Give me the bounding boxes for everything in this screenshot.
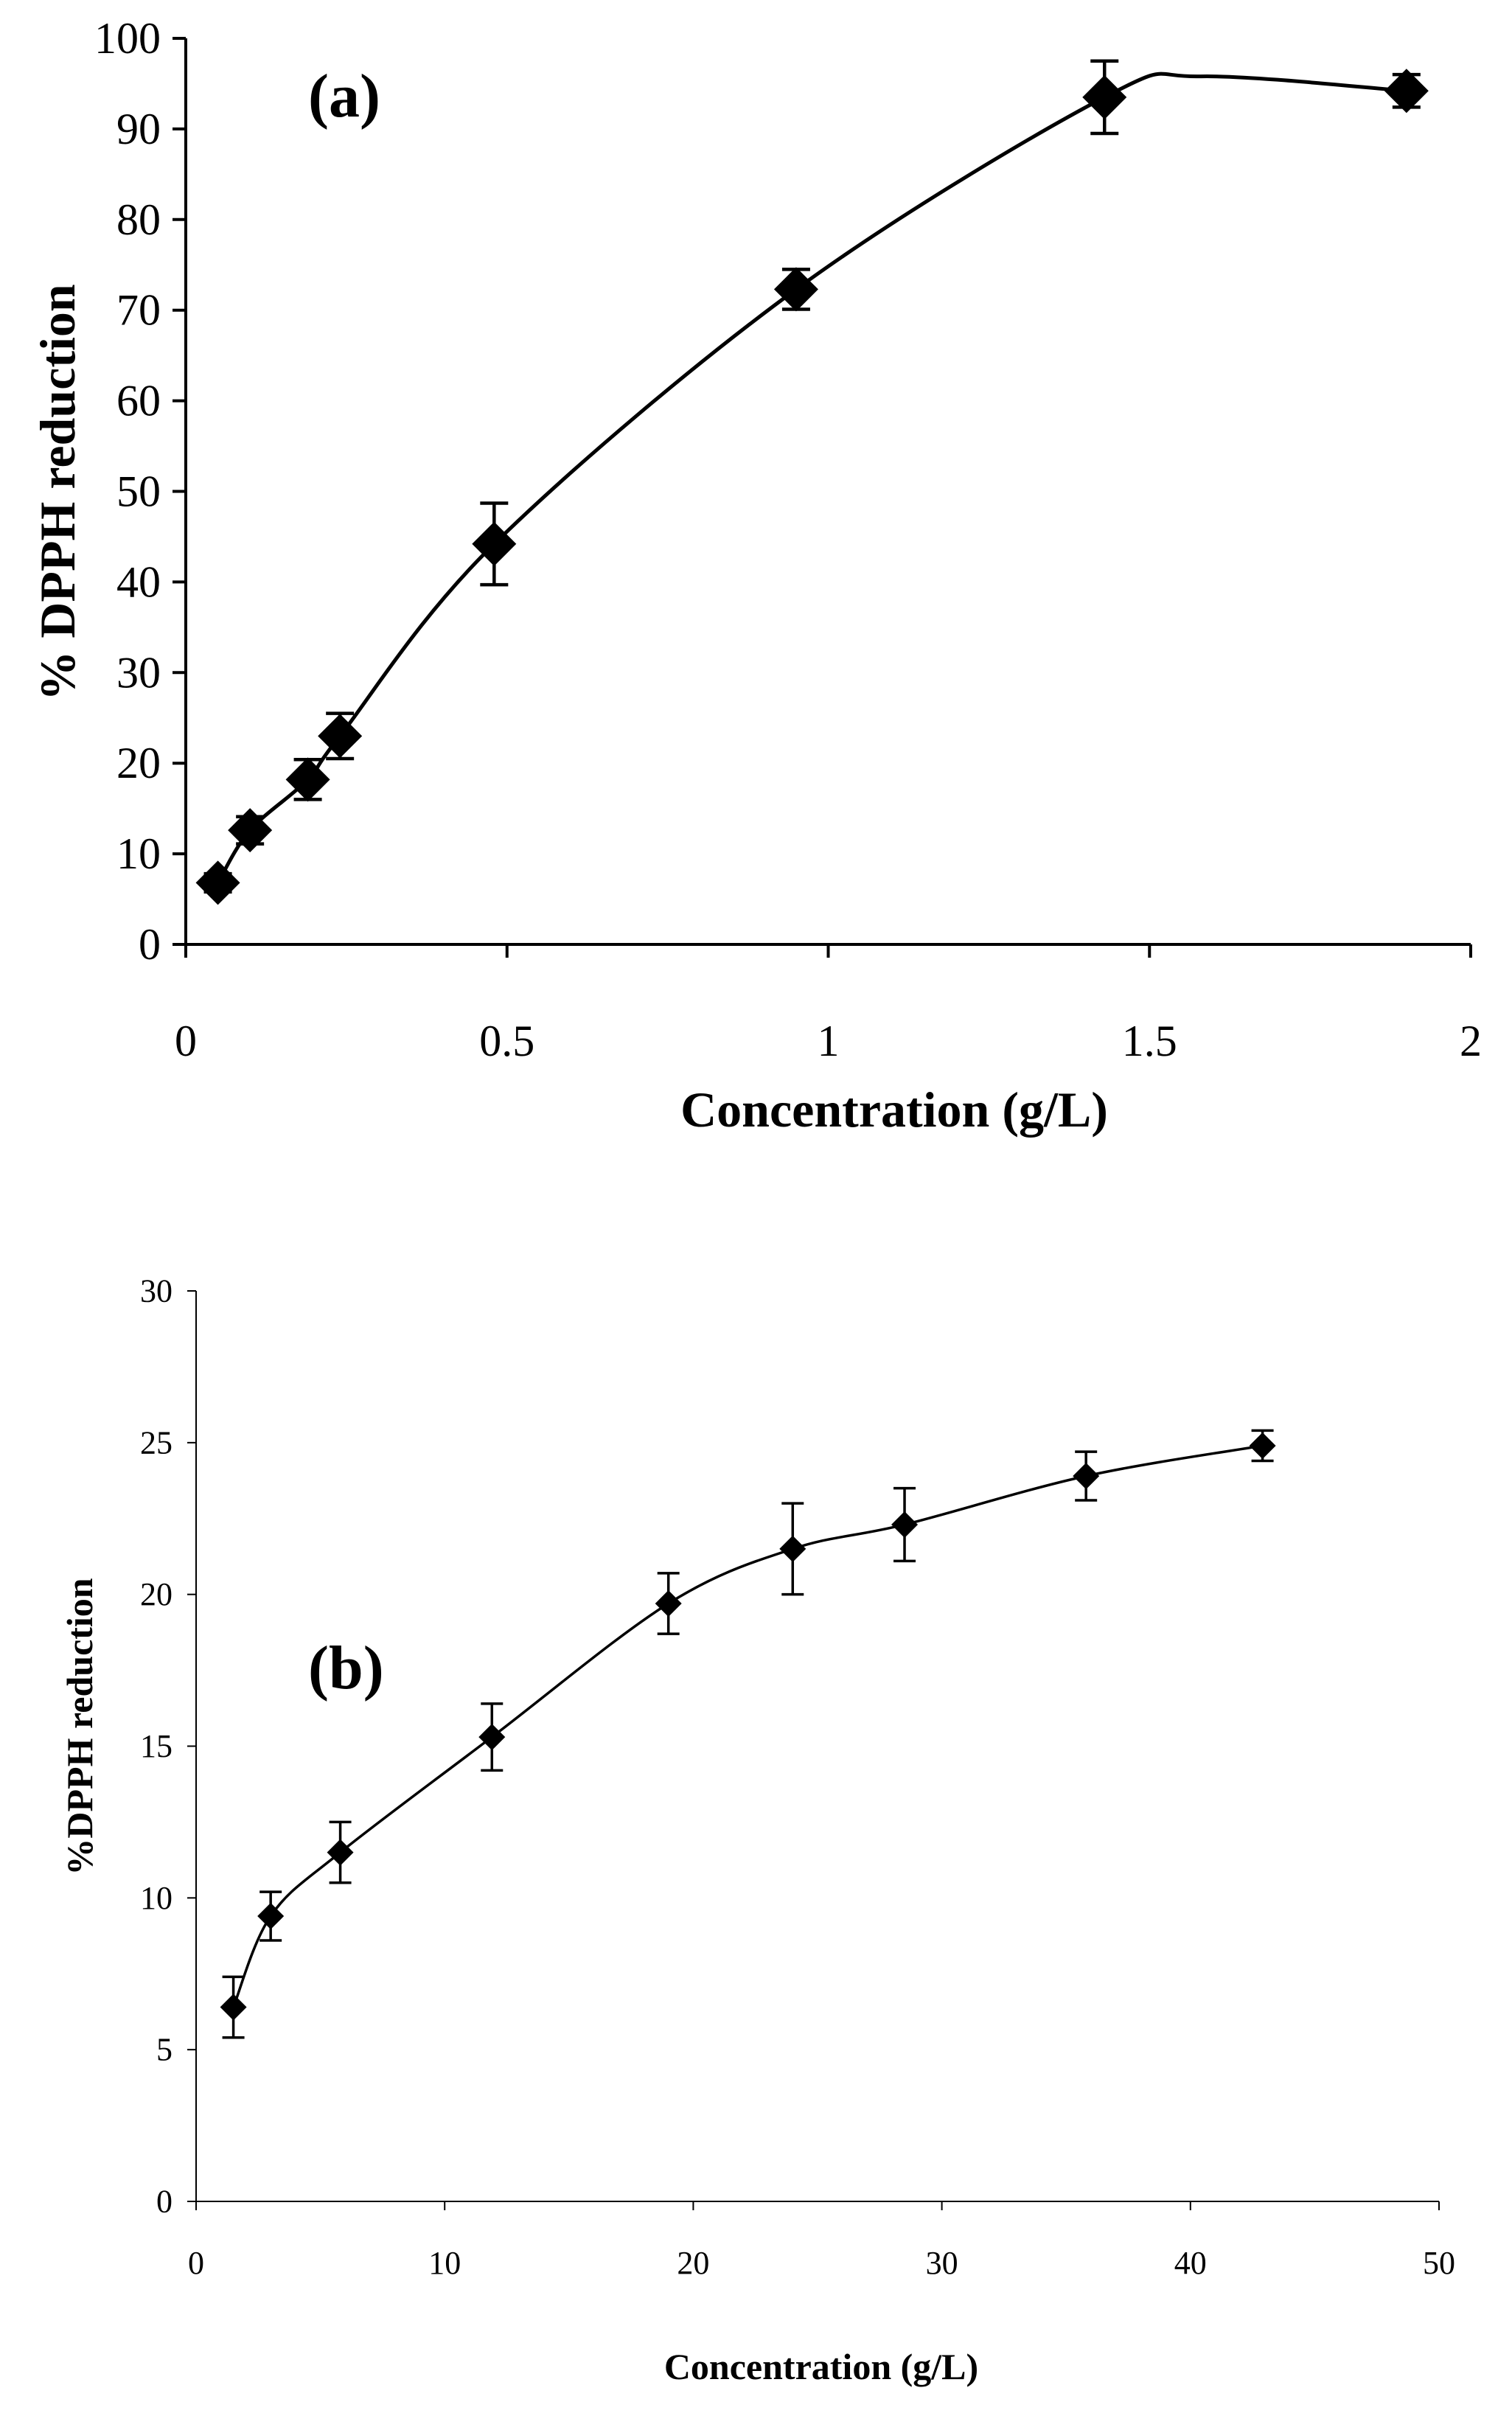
chart-b-xtick-label: 30	[926, 2245, 958, 2281]
chart-a-xtick-label: 1.5	[1122, 1017, 1177, 1065]
chart-a-xtick-label: 1	[818, 1017, 840, 1065]
chart-a-ytick-label: 10	[116, 829, 161, 878]
chart-a-xtick-label: 0.5	[479, 1017, 534, 1065]
chart-a-x-axis-title: Concentration (g/L)	[680, 1082, 1108, 1138]
chart-a-y-axis-title: % DPPH reduction	[29, 284, 86, 700]
chart-b-data-point	[779, 1535, 806, 1562]
chart-b-xtick-label: 40	[1174, 2245, 1207, 2281]
chart-b-data-point	[1073, 1463, 1100, 1490]
chart-a-data-point	[318, 714, 363, 759]
chart-b-ytick-label: 15	[140, 1728, 173, 1764]
chart-a-data-point	[228, 808, 273, 853]
chart-b-ytick-label: 0	[156, 2184, 173, 2220]
chart-a-ytick-label: 70	[116, 286, 161, 335]
chart-a-data-points	[195, 69, 1429, 905]
chart-b-data-point	[257, 1903, 285, 1930]
chart-a-ytick-label: 20	[116, 739, 161, 787]
chart-a-data-point	[1384, 69, 1429, 114]
chart-b-xtick-label: 0	[188, 2245, 204, 2281]
chart-a-ytick-label: 40	[116, 557, 161, 606]
chart-b-x-axis-title: Concentration (g/L)	[664, 2346, 978, 2387]
chart-b-ticks	[187, 1290, 1440, 2210]
chart-b-data-point	[220, 1994, 247, 2021]
chart-b-ytick-label: 25	[140, 1424, 173, 1460]
chart-b-data-point	[478, 1724, 506, 1751]
chart-a-series-line	[216, 72, 1407, 884]
chart-b-ytick-label: 20	[140, 1576, 173, 1612]
chart-b-data-points	[220, 1432, 1276, 2021]
chart-b-ytick-label: 30	[140, 1273, 173, 1309]
chart-b-data-point	[1249, 1432, 1276, 1459]
chart-b-data-point	[327, 1839, 354, 1866]
chart-a-panel-label: (a)	[308, 62, 380, 130]
chart-b-xtick-label: 50	[1423, 2245, 1455, 2281]
chart-b-xtick-label: 10	[428, 2245, 461, 2281]
chart-b-y-axis-title: %DPPH reduction	[59, 1578, 100, 1875]
chart-a-ticks	[173, 37, 1472, 958]
chart-a-data-point	[773, 267, 818, 312]
chart-a-ytick-label: 80	[116, 195, 161, 244]
chart-b-data-point	[655, 1590, 682, 1618]
chart-b-ytick-label: 10	[140, 1880, 173, 1916]
chart-b-ytick-label: 5	[156, 2032, 173, 2068]
chart-a-data-point	[472, 521, 517, 566]
chart-a-data-point	[1082, 74, 1127, 119]
chart-a-data-point	[285, 757, 330, 802]
chart-a-ytick-label: 0	[139, 920, 161, 969]
chart-a-xtick-label: 0	[175, 1017, 197, 1065]
chart-panel-a: 0 10 20 30 40 50 60 70 80 90 100 0 0.5 1…	[29, 14, 1482, 1138]
chart-a-ytick-label: 30	[116, 648, 161, 697]
chart-b-panel-label: (b)	[308, 1634, 384, 1702]
chart-a-ytick-label: 100	[94, 14, 161, 63]
chart-b-error-bars	[222, 1429, 1274, 2039]
chart-a-ytick-label: 50	[116, 467, 161, 516]
chart-a-ytick-label: 90	[116, 105, 161, 153]
chart-b-data-point	[891, 1511, 919, 1538]
chart-a-xtick-label: 2	[1460, 1017, 1482, 1065]
chart-b-xtick-label: 20	[677, 2245, 709, 2281]
chart-a-data-point	[195, 860, 240, 905]
chart-panel-b: 0 5 10 15 20 25 30 0 10 20 30 40 50 Conc…	[59, 1273, 1455, 2388]
chart-b-series-line	[231, 1444, 1263, 2008]
chart-a-ytick-label: 60	[116, 377, 161, 425]
chart-a-error-bars	[203, 59, 1421, 894]
